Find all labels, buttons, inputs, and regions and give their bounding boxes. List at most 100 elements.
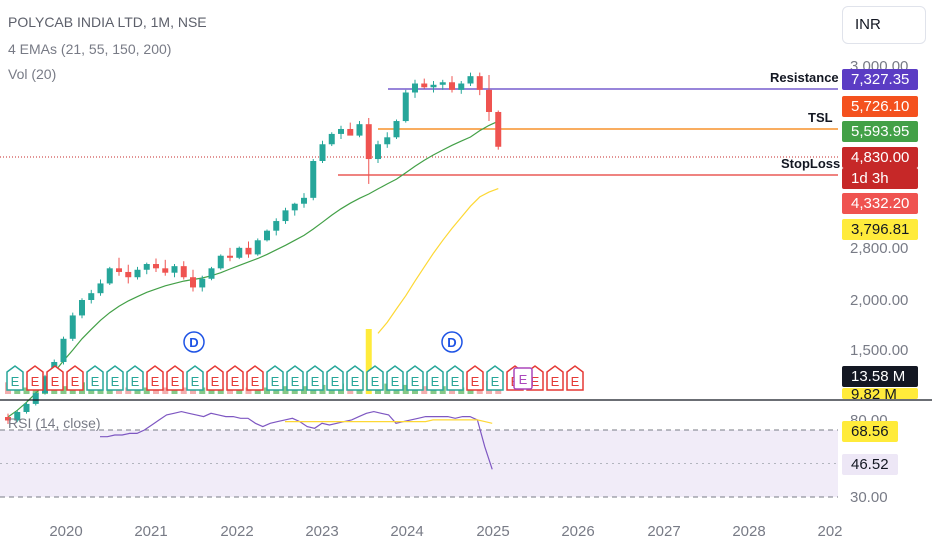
volume-bar — [301, 386, 307, 394]
volume-indicator-legend[interactable]: Vol (20) — [8, 66, 57, 82]
price-axis-tick: 2,800.00 — [850, 240, 908, 257]
candle-body — [495, 111, 502, 147]
ema-indicator-legend[interactable]: 4 EMAs (21, 55, 150, 200) — [8, 41, 172, 57]
earnings-marker-label: E — [11, 374, 20, 389]
candle-body — [245, 247, 252, 255]
candle-body — [430, 84, 437, 88]
earnings-marker — [146, 365, 164, 391]
candle-body — [180, 266, 187, 278]
candle-body — [412, 83, 418, 93]
candle-body — [125, 271, 132, 278]
candle-body — [421, 83, 428, 88]
rsi-value-tag: 46.52 — [842, 454, 898, 475]
candle-body — [356, 124, 363, 136]
earnings-marker — [546, 365, 564, 391]
currency-selector[interactable]: INR — [842, 6, 926, 44]
dividend-marker-label: D — [447, 335, 456, 350]
dividend-marker — [183, 331, 205, 353]
earnings-marker — [486, 365, 504, 391]
earnings-marker — [46, 365, 64, 391]
candle-body — [97, 283, 104, 294]
candle-body — [467, 76, 474, 84]
candle-body — [375, 144, 381, 160]
candle-body — [384, 137, 391, 145]
volume-bar — [421, 386, 428, 394]
candle-body — [14, 411, 21, 421]
rsi-ma-line — [285, 419, 493, 424]
earnings-marker-label: E — [351, 374, 360, 389]
candle-body — [106, 268, 113, 284]
earnings-marker-label: E — [271, 374, 280, 389]
last-price-tag: 4,830.00 — [842, 147, 918, 168]
earnings-marker — [26, 365, 44, 391]
earnings-marker-label: E — [311, 374, 320, 389]
time-axis-tick: 2024 — [390, 523, 423, 540]
earnings-marker-label: E — [331, 374, 340, 389]
rsi-line — [100, 410, 493, 470]
earnings-marker-label: E — [91, 374, 100, 389]
time-axis-tick: 2026 — [561, 523, 594, 540]
candle-body — [338, 128, 344, 134]
earnings-marker-label: E — [171, 374, 180, 389]
candle-body — [273, 221, 280, 231]
candle-body — [236, 247, 243, 258]
tsl-price-tag: 5,726.10 — [842, 96, 918, 117]
earnings-marker — [566, 365, 584, 391]
candle-body — [476, 76, 483, 90]
earnings-marker-label: E — [251, 374, 260, 389]
time-axis-tick: 2023 — [305, 523, 338, 540]
stoploss-price-tag: 4,332.20 — [842, 193, 918, 214]
earnings-marker-label: E — [531, 374, 540, 389]
time-axis-tick: 2020 — [49, 523, 82, 540]
dividend-marker — [441, 331, 463, 353]
time-axis-tick: 202 — [817, 523, 842, 540]
earnings-marker-label: E — [391, 374, 400, 389]
time-axis-tick: 2025 — [476, 523, 509, 540]
rsi-indicator-legend[interactable]: RSI (14, close) — [8, 415, 101, 431]
price-axis-tick: 1,500.00 — [850, 342, 908, 359]
ema55-price-tag: 3,796.81 — [842, 219, 918, 240]
earnings-marker-label: E — [51, 374, 60, 389]
candle-body — [486, 89, 492, 112]
candle-body — [79, 300, 85, 316]
earnings-marker — [186, 365, 204, 391]
candle-body — [88, 293, 95, 300]
time-axis-tick: 2022 — [220, 523, 253, 540]
candle-body — [153, 264, 159, 269]
candle-body — [199, 278, 206, 288]
resistance-price-tag: 7,327.35 — [842, 69, 918, 90]
earnings-marker — [206, 365, 224, 391]
earnings-marker-label: E — [151, 374, 160, 389]
candle-body — [365, 124, 372, 160]
earnings-marker-label: E — [291, 374, 300, 389]
earnings-marker — [166, 365, 184, 391]
candle-body — [171, 266, 178, 273]
stoploss-label: StopLoss — [781, 156, 841, 171]
candle-body — [254, 240, 261, 255]
volume-bar — [402, 384, 409, 394]
earnings-marker-label: E — [211, 374, 220, 389]
earnings-marker-label: E — [491, 374, 500, 389]
candle-body — [328, 133, 335, 145]
earnings-marker — [226, 365, 244, 391]
earnings-marker — [66, 365, 84, 391]
ema-21-line — [7, 120, 499, 418]
candle-body — [347, 128, 354, 136]
earnings-marker — [6, 365, 24, 391]
earnings-marker — [286, 365, 304, 391]
earnings-marker-label: E — [551, 374, 560, 389]
resistance-label: Resistance — [770, 70, 839, 85]
candle-body — [5, 417, 11, 421]
candle-body — [282, 210, 289, 222]
earnings-marker-label: E — [31, 374, 40, 389]
volume-ma-tag: 9.82 M — [842, 388, 918, 399]
candle-body — [116, 268, 122, 272]
earnings-marker — [86, 365, 104, 391]
earnings-marker-label: E — [71, 374, 80, 389]
symbol-title[interactable]: POLYCAB INDIA LTD, 1M, NSE — [8, 14, 207, 30]
earnings-marker — [106, 365, 124, 391]
earnings-marker — [326, 365, 344, 391]
earnings-marker-label: E — [231, 374, 240, 389]
candle-body — [227, 255, 233, 258]
